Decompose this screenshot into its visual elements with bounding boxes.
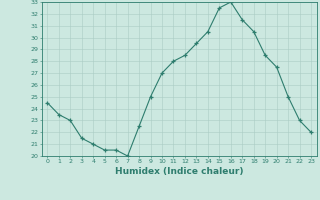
- X-axis label: Humidex (Indice chaleur): Humidex (Indice chaleur): [115, 167, 244, 176]
